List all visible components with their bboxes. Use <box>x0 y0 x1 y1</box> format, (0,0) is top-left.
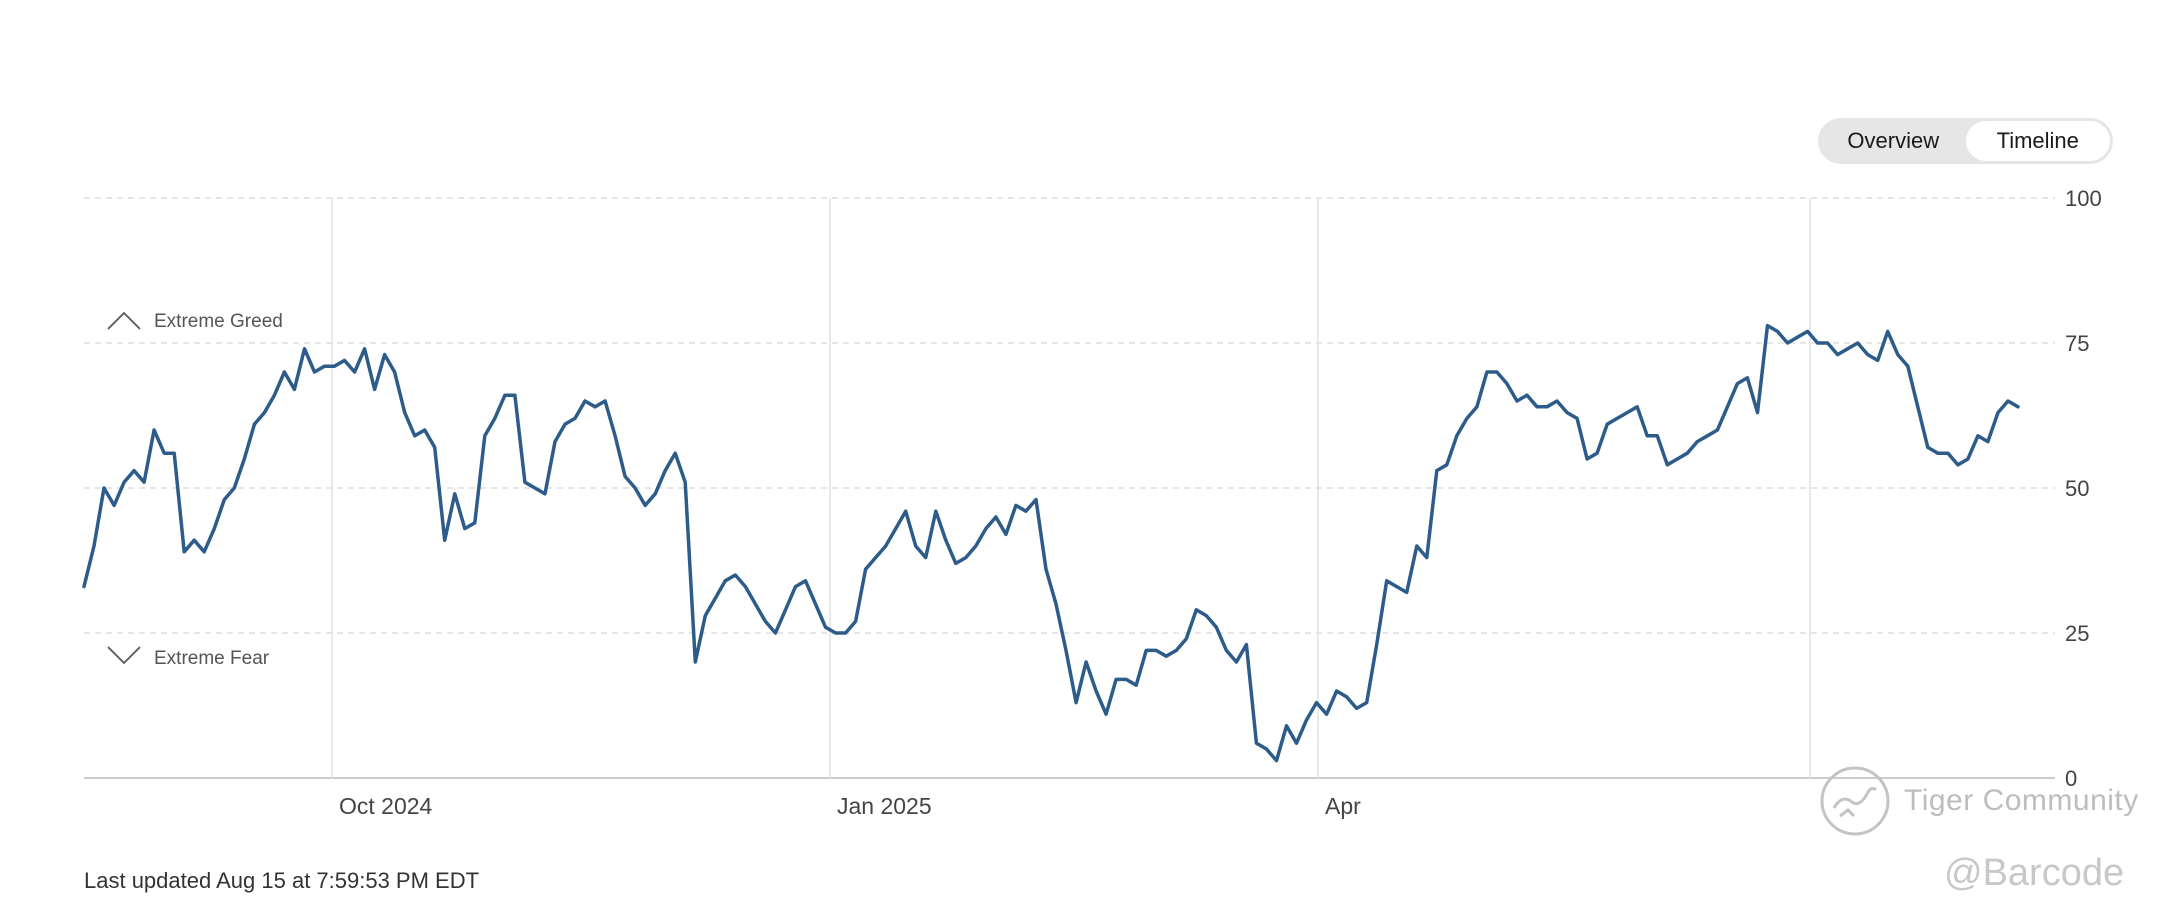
fear-greed-index-line <box>82 323 2020 763</box>
series-layer <box>82 323 2020 763</box>
overview-tab[interactable]: Overview <box>1847 128 1940 153</box>
watermark-community: Tiger Community <box>1904 784 2139 817</box>
y-tick-label: 100 <box>2065 186 2102 211</box>
x-axis-ticks: Oct 2024 Jan 2025 Apr <box>339 793 1361 819</box>
view-toggle: Overview Timeline <box>1818 118 2113 164</box>
x-tick-label: Apr <box>1325 793 1361 819</box>
watermark: Tiger Community <box>1818 764 2139 838</box>
y-tick-label: 50 <box>2065 476 2089 501</box>
chevron-down-icon <box>107 646 141 665</box>
y-axis-ticks: 100 75 50 25 0 <box>2065 186 2102 791</box>
x-tick-label: Oct 2024 <box>339 793 433 819</box>
timeline-tab[interactable]: Timeline <box>1965 121 2110 161</box>
tiger-logo-icon <box>1820 766 1890 836</box>
extreme-fear-label: Extreme Fear <box>154 648 270 669</box>
y-tick-label: 0 <box>2065 766 2077 791</box>
y-tick-label: 25 <box>2065 621 2089 646</box>
last-updated-note: Last updated Aug 15 at 7:59:53 PM EDT <box>84 868 480 893</box>
zone-labels: Extreme Greed Extreme Fear <box>107 311 283 669</box>
x-tick-label: Jan 2025 <box>837 793 932 819</box>
y-tick-label: 75 <box>2065 331 2089 356</box>
grid-layer <box>84 197 2055 779</box>
extreme-greed-label: Extreme Greed <box>154 311 283 332</box>
watermark-handle: @Barcode <box>1944 852 2125 894</box>
chevron-up-icon <box>107 311 141 330</box>
